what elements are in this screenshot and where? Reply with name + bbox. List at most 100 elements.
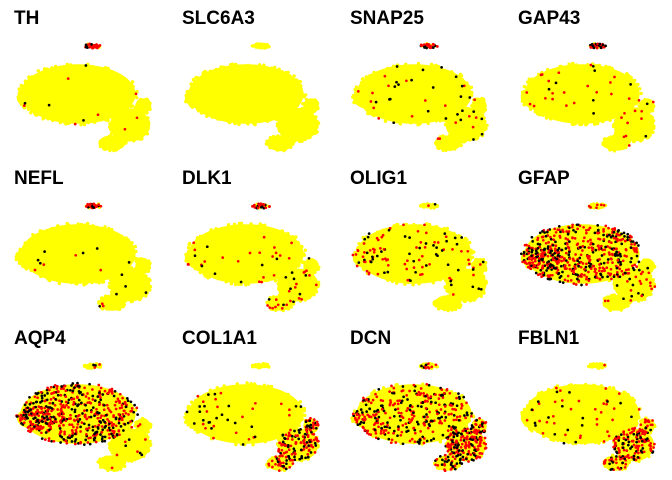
cell-point: [448, 100, 452, 104]
cell-point: [24, 246, 29, 250]
cell-point: [140, 268, 144, 272]
cell-point: [71, 278, 75, 283]
cell-point: [124, 252, 129, 257]
cell-point: [87, 82, 91, 86]
cell-point: [296, 80, 300, 84]
cell-point: [560, 78, 564, 82]
cell-point: [467, 128, 471, 132]
cell-point: [288, 107, 293, 111]
cell-point: [359, 100, 364, 105]
cell-point: [608, 118, 612, 123]
cell-point: [286, 231, 290, 236]
cell-point: [575, 74, 579, 78]
cell-point: [609, 81, 612, 84]
cell-point: [604, 100, 608, 104]
cell-point: [528, 99, 532, 103]
cell-point: [74, 78, 79, 83]
cell-point: [571, 66, 575, 71]
cell-point: [237, 66, 241, 70]
cell-point: [234, 62, 238, 67]
cell-point: [270, 229, 274, 233]
cell-point: [440, 111, 444, 116]
cell-point: [120, 301, 124, 305]
cell-point: [613, 75, 616, 79]
cell-point: [52, 235, 57, 239]
cell-point: [250, 44, 255, 48]
cell-point: [51, 88, 56, 93]
cell-point: [42, 115, 46, 120]
cell-point: [267, 264, 271, 269]
cell-point: [632, 98, 636, 103]
cell-point: [582, 110, 586, 114]
cell-point: [569, 85, 573, 90]
cell-point: [556, 77, 561, 81]
cell-point: [249, 244, 254, 248]
cell-point: [652, 124, 656, 129]
cell-point: [112, 232, 117, 236]
cell-point: [258, 270, 262, 275]
cell-point: [421, 114, 425, 118]
cell-point: [288, 259, 292, 264]
cell-point: [214, 67, 218, 72]
cell-point: [586, 84, 590, 88]
cell-point: [241, 108, 245, 112]
cell-point: [108, 140, 112, 145]
cell-point: [190, 99, 194, 103]
cell-point: [387, 84, 390, 88]
cell-point: [223, 73, 227, 78]
cell-point: [110, 290, 114, 294]
cell-point: [109, 111, 114, 116]
cell-point: [288, 74, 292, 78]
cell-point: [360, 86, 364, 90]
cell-point: [650, 116, 655, 120]
cell-point: [464, 111, 468, 115]
cell-point: [87, 203, 90, 207]
cell-point: [605, 73, 610, 77]
cell-point: [616, 130, 621, 134]
cell-point: [207, 103, 211, 108]
cell-point: [412, 95, 416, 99]
cell-point: [98, 304, 102, 308]
cell-point: [405, 79, 408, 83]
cell-point: [558, 82, 563, 86]
cell-point: [69, 66, 73, 70]
cell-point: [110, 248, 115, 252]
cell-point: [574, 64, 578, 69]
cell-point: [118, 237, 122, 242]
cell-point: [287, 141, 291, 145]
cell-point: [53, 229, 57, 233]
cell-point: [560, 108, 564, 112]
cell-point: [247, 110, 252, 114]
cell-point: [405, 95, 409, 100]
cell-point: [437, 143, 441, 148]
cell-point: [311, 114, 315, 119]
cell-point: [243, 255, 247, 259]
cell-point: [224, 233, 229, 237]
cell-point: [367, 95, 371, 99]
cell-point: [113, 235, 117, 239]
cell-point: [196, 97, 200, 102]
cell-point: [229, 62, 233, 67]
cell-point: [423, 105, 427, 109]
cell-point: [303, 104, 307, 108]
cell-point: [548, 101, 552, 106]
cell-point: [596, 121, 600, 126]
cell-point: [542, 92, 546, 96]
cell-point: [411, 98, 415, 102]
cell-point: [296, 242, 301, 246]
cell-point: [302, 95, 306, 99]
cell-point: [63, 248, 67, 253]
cell-point: [37, 233, 41, 237]
cell-point: [270, 252, 275, 256]
cell-point: [410, 114, 414, 118]
cell-point: [208, 69, 212, 74]
cell-point: [458, 131, 462, 135]
cell-point: [87, 67, 92, 72]
cell-point: [187, 95, 191, 99]
cell-point: [120, 275, 125, 279]
cell-point: [258, 63, 262, 67]
cell-point: [450, 139, 454, 143]
cell-point: [648, 121, 652, 125]
cell-point: [224, 111, 229, 116]
cell-point: [233, 275, 237, 280]
